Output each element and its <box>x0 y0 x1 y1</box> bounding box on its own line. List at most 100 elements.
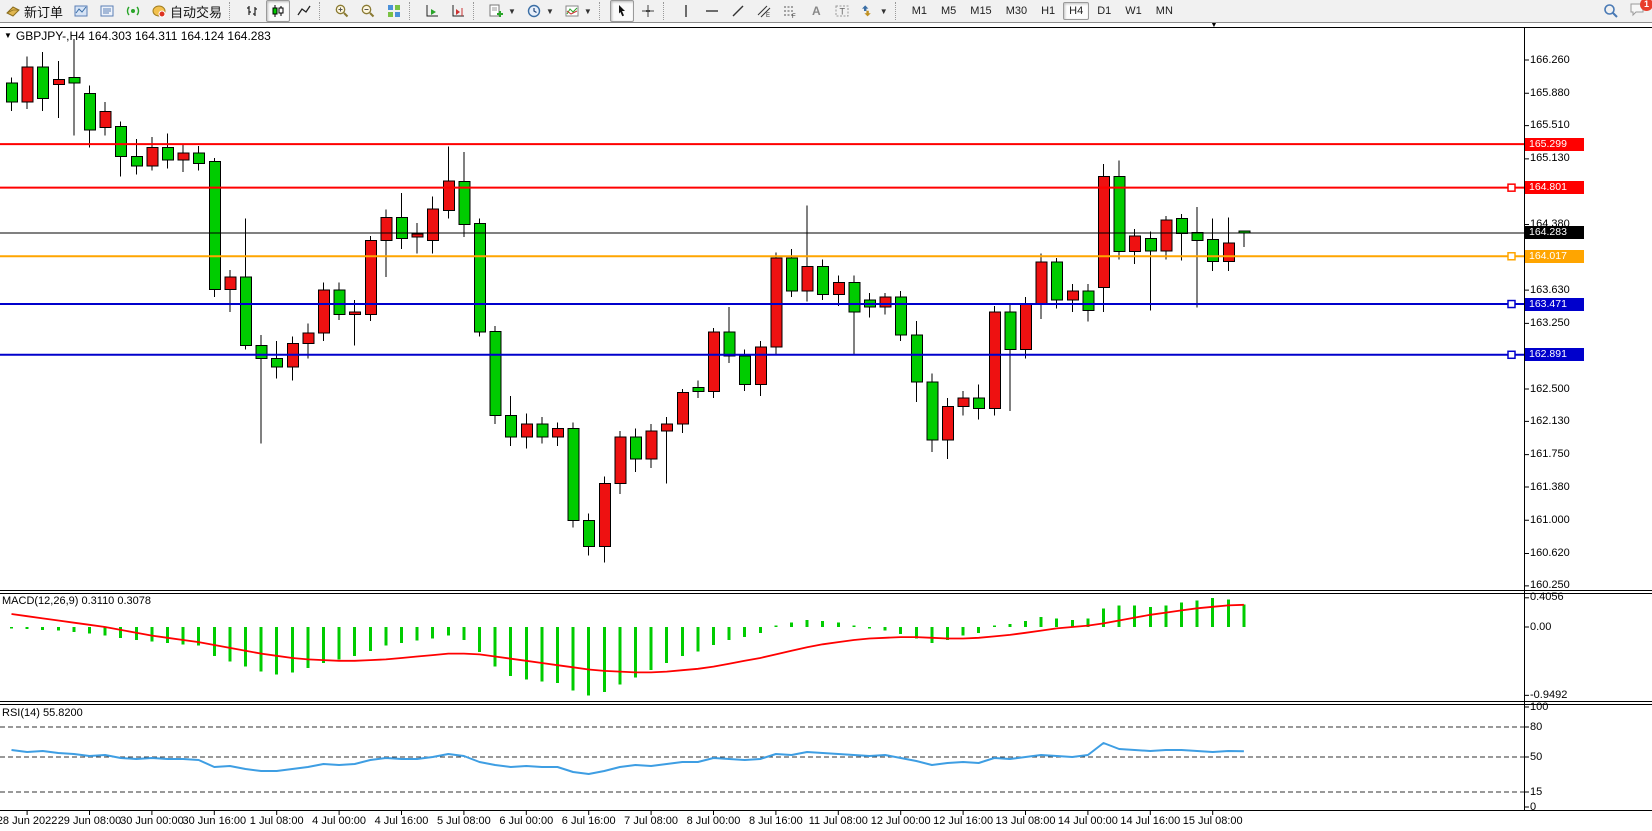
candle <box>754 346 767 386</box>
auto-scroll-icon <box>424 3 440 19</box>
chart-shift-button[interactable] <box>446 0 470 22</box>
candle <box>302 332 315 344</box>
clock-icon <box>526 3 542 19</box>
time-axis-label: 13 Jul 08:00 <box>995 815 1056 827</box>
timeframe-w1-button[interactable]: W1 <box>1125 5 1142 17</box>
candle <box>801 266 814 292</box>
price-axis-label: 166.260 <box>1530 53 1570 66</box>
candle <box>115 126 128 157</box>
period-profiles-button[interactable]: ▼ <box>522 0 558 22</box>
zoom-in-button[interactable] <box>330 0 354 22</box>
candle <box>21 66 34 103</box>
line-handle[interactable] <box>1507 299 1516 309</box>
price-line-tag-162.891: 162.891 <box>1525 348 1584 362</box>
candle <box>973 397 986 409</box>
macd-indicator-label: MACD(12,26,9) 0.3110 0.3078 <box>2 595 151 607</box>
time-axis-label: 28 Jun 2022 <box>0 815 58 827</box>
candle <box>552 427 564 438</box>
timeframe-d1-button[interactable]: D1 <box>1097 5 1112 17</box>
indicators-button[interactable]: ▼ <box>560 0 596 22</box>
text-icon: A <box>808 3 824 19</box>
horizontal-line-button[interactable] <box>700 0 724 22</box>
candle <box>162 147 174 161</box>
signals-button[interactable] <box>121 0 145 22</box>
timeframe-m30-button[interactable]: M30 <box>1005 5 1028 17</box>
timeframe-h1-button[interactable]: H1 <box>1041 5 1056 17</box>
rsi-indicator-label: RSI(14) 55.8200 <box>2 707 83 719</box>
new-order-button[interactable]: 新订单 <box>1 0 67 22</box>
candle <box>832 281 845 295</box>
zoom-out-button[interactable] <box>356 0 380 22</box>
price-axis-label: 161.380 <box>1530 480 1570 493</box>
macd-axis-label: 0.00 <box>1530 620 1552 633</box>
market-watch-button[interactable] <box>95 0 119 22</box>
candle <box>1207 238 1220 262</box>
cursor-button[interactable] <box>609 0 634 22</box>
scroll-to-end-marker: ▼ <box>1210 20 1218 29</box>
line-handle[interactable] <box>1507 252 1516 261</box>
line-handle[interactable] <box>1507 350 1516 360</box>
time-axis-label: 7 Jul 08:00 <box>624 815 679 827</box>
panel-frames <box>0 27 1652 811</box>
timeframe-m1-button[interactable]: M1 <box>911 5 927 17</box>
vertical-line-button[interactable] <box>674 0 698 22</box>
price-axis-label: 165.880 <box>1530 86 1570 99</box>
candlestick-chart-button[interactable] <box>266 0 291 22</box>
trendline-button[interactable] <box>726 0 750 22</box>
chart-shift-icon <box>450 3 466 19</box>
equidistant-channel-button[interactable]: E <box>752 0 776 22</box>
candle <box>1160 219 1173 252</box>
line-chart-icon <box>296 3 312 19</box>
candle <box>957 397 970 407</box>
new-chart-button[interactable]: ▼ <box>484 0 520 22</box>
timeframe-mn-button[interactable]: MN <box>1155 5 1173 17</box>
price-axis-label: 160.620 <box>1530 547 1570 559</box>
candlestick-icon <box>270 3 286 19</box>
candle <box>1176 217 1188 234</box>
profile-icon <box>73 3 89 19</box>
market-watch-icon <box>99 3 115 19</box>
zoom-out-icon <box>360 3 376 19</box>
candle <box>193 152 206 164</box>
arrows-button[interactable]: ▼ <box>856 0 892 22</box>
candle <box>1129 235 1142 253</box>
horizontal-lines[interactable] <box>0 143 1524 360</box>
svg-text:T: T <box>839 7 845 17</box>
search-icon[interactable] <box>1603 3 1619 19</box>
text-button[interactable]: A <box>804 0 828 22</box>
svg-text:A: A <box>812 4 821 18</box>
rsi-axis-label: 15 <box>1530 785 1543 798</box>
tile-windows-icon <box>386 3 402 19</box>
chart-scroll-strip[interactable]: ▼ <box>0 20 1652 29</box>
time-axis-label: 30 Jun 00:00 <box>120 815 184 827</box>
timeframe-m15-button[interactable]: M15 <box>970 5 992 17</box>
time-axis-label: 6 Jul 16:00 <box>561 815 616 827</box>
line-handle[interactable] <box>1507 183 1516 192</box>
auto-trading-button[interactable]: 自动交易 <box>147 0 226 22</box>
crosshair-button[interactable] <box>636 0 660 22</box>
bar-chart-icon <box>244 3 260 19</box>
tile-windows-button[interactable] <box>382 0 406 22</box>
timeframe-m5-button[interactable]: M5 <box>941 5 957 17</box>
price-axis-label: 162.130 <box>1530 414 1570 427</box>
line-chart-button[interactable] <box>292 0 316 22</box>
chat-icon[interactable]: 1 <box>1629 0 1652 22</box>
candle <box>349 311 362 316</box>
auto-scroll-button[interactable] <box>420 0 444 22</box>
trendline-icon <box>730 3 746 19</box>
candle <box>988 311 1001 409</box>
candle <box>661 423 674 432</box>
chart-profile-button[interactable] <box>69 0 93 22</box>
toolbar-separator <box>229 2 237 20</box>
chart-collapse-icon[interactable]: ▼ <box>4 31 12 40</box>
bar-chart-button[interactable] <box>240 0 264 22</box>
fibonacci-button[interactable]: F <box>778 0 802 22</box>
time-axis-label: 12 Jul 00:00 <box>870 815 931 827</box>
text-label-button[interactable]: T <box>830 0 854 22</box>
fibo-icon: F <box>782 3 798 19</box>
toolbar-items: 新订单 自动交易 ▼ ▼ ▼ E F A T ▼ M1 M5 M15 M30 H1 H4 D1 W1 MN <box>0 0 1180 22</box>
timeframe-h4-button[interactable]: H4 <box>1063 2 1090 20</box>
candle <box>567 427 580 521</box>
time-axis-label: 4 Jul 16:00 <box>374 815 429 827</box>
